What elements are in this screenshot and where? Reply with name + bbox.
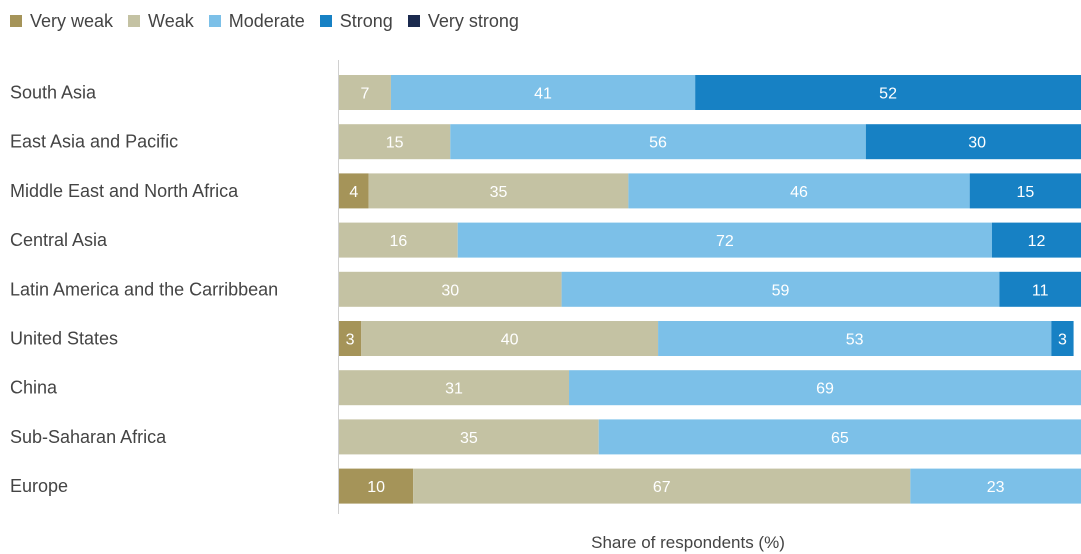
value-label-middle-east-and-north-africa-very-weak: 4 — [349, 184, 358, 201]
value-label-central-asia-weak: 16 — [389, 233, 407, 250]
legend-label-very-strong: Very strong — [427, 11, 519, 31]
value-label-sub-saharan-africa-weak: 35 — [460, 430, 478, 447]
value-label-south-asia-moderate: 41 — [534, 86, 552, 103]
value-label-china-moderate: 69 — [816, 381, 834, 398]
bar-middle-east-and-north-africa-weak — [368, 173, 629, 209]
bar-sub-saharan-africa-moderate — [598, 419, 1081, 455]
legend-swatch-moderate — [208, 15, 221, 27]
value-label-east-asia-and-pacific-weak: 15 — [386, 135, 404, 152]
value-label-europe-very-weak: 10 — [367, 479, 385, 496]
legend-item-strong: Strong — [319, 10, 393, 32]
value-label-latin-america-and-the-carribbean-strong: 11 — [1032, 282, 1049, 299]
category-label-china: China — [10, 378, 58, 398]
bar-south-asia-strong — [695, 75, 1081, 110]
category-label-europe: Europe — [10, 476, 68, 496]
value-label-south-asia-strong: 52 — [879, 86, 897, 103]
bar-sub-saharan-africa-weak — [339, 419, 599, 455]
value-label-central-asia-moderate: 72 — [716, 233, 734, 250]
bar-east-asia-and-pacific-weak — [339, 124, 451, 160]
legend-item-moderate: Moderate — [208, 10, 305, 32]
bar-central-asia-moderate — [457, 222, 992, 258]
value-label-sub-saharan-africa-moderate: 65 — [831, 430, 849, 447]
bar-latin-america-and-the-carribbean-weak — [339, 271, 562, 307]
value-label-united-states-strong: 3 — [1058, 332, 1067, 349]
bar-middle-east-and-north-africa-strong — [969, 173, 1081, 209]
bar-china-moderate — [569, 370, 1081, 406]
bar-europe-very-weak — [339, 468, 414, 504]
bar-latin-america-and-the-carribbean-moderate — [561, 271, 1000, 307]
category-label-middle-east-and-north-africa: Middle East and North Africa — [10, 181, 239, 201]
x-axis-title: Share of respondents (%) — [591, 533, 785, 552]
legend-label-moderate: Moderate — [228, 11, 305, 31]
bar-latin-america-and-the-carribbean-strong — [999, 271, 1081, 307]
legend-swatch-strong — [319, 15, 332, 27]
category-label-east-asia-and-pacific: East Asia and Pacific — [10, 132, 178, 152]
category-label-sub-saharan-africa: Sub-Saharan Africa — [10, 427, 167, 447]
value-label-south-asia-weak: 7 — [361, 86, 370, 103]
bar-central-asia-weak — [339, 222, 458, 258]
category-labels: South Asia East Asia and Pacific Middle Ea… — [10, 83, 278, 497]
legend-label-strong: Strong — [339, 11, 393, 31]
legend: Very weak Weak Moderate Strong Very stro… — [10, 9, 534, 33]
bar-south-asia-moderate — [390, 75, 696, 110]
bar-united-states-weak — [361, 321, 659, 356]
bars: 7 41 52 15 56 30 4 35 46 15 16 72 12 30 59 11 3 40 53 3 31 69… — [339, 75, 1081, 504]
value-label-middle-east-and-north-africa-moderate: 46 — [790, 184, 808, 201]
value-label-central-asia-strong: 12 — [1028, 233, 1046, 250]
legend-swatch-very-strong — [407, 15, 420, 27]
value-label-china-weak: 31 — [445, 381, 463, 398]
bar-europe-weak — [413, 468, 911, 504]
legend-label-very-weak: Very weak — [30, 11, 114, 31]
bar-united-states-very-weak — [339, 321, 362, 356]
bar-united-states-strong — [1051, 321, 1074, 356]
value-label-middle-east-and-north-africa-strong: 15 — [1016, 184, 1034, 201]
legend-item-very-strong: Very strong — [407, 10, 519, 32]
value-label-europe-moderate: 23 — [987, 479, 1005, 496]
value-label-middle-east-and-north-africa-weak: 35 — [490, 184, 508, 201]
value-label-latin-america-and-the-carribbean-weak: 30 — [441, 282, 459, 299]
legend-item-weak: Weak — [128, 10, 194, 32]
bar-central-asia-strong — [991, 222, 1081, 258]
value-label-europe-weak: 67 — [653, 479, 671, 496]
value-label-east-asia-and-pacific-moderate: 56 — [649, 135, 667, 152]
bar-china-weak — [339, 370, 570, 406]
bar-united-states-moderate — [658, 321, 1052, 356]
value-label-united-states-very-weak: 3 — [346, 332, 355, 349]
value-label-latin-america-and-the-carribbean-moderate: 59 — [772, 282, 790, 299]
bar-east-asia-and-pacific-strong — [865, 124, 1081, 160]
value-label-united-states-moderate: 53 — [846, 332, 864, 349]
legend-swatch-weak — [128, 15, 141, 27]
value-label-united-states-weak: 40 — [501, 332, 519, 349]
category-label-united-states: United States — [10, 329, 118, 349]
bar-middle-east-and-north-africa-very-weak — [339, 173, 369, 209]
legend-swatch-very-weak — [10, 15, 22, 27]
bar-south-asia-weak — [339, 75, 391, 110]
legend-item-very-weak: Very weak — [10, 10, 113, 32]
bar-europe-moderate — [910, 468, 1081, 504]
category-label-central-asia: Central Asia — [10, 230, 108, 250]
bar-middle-east-and-north-africa-moderate — [628, 173, 970, 209]
category-label-latin-america-and-the-carribbean: Latin America and the Carribbean — [10, 279, 278, 299]
bar-east-asia-and-pacific-moderate — [450, 124, 866, 160]
category-label-south-asia: South Asia — [10, 83, 97, 103]
legend-label-weak: Weak — [148, 11, 194, 31]
value-label-east-asia-and-pacific-strong: 30 — [968, 135, 986, 152]
